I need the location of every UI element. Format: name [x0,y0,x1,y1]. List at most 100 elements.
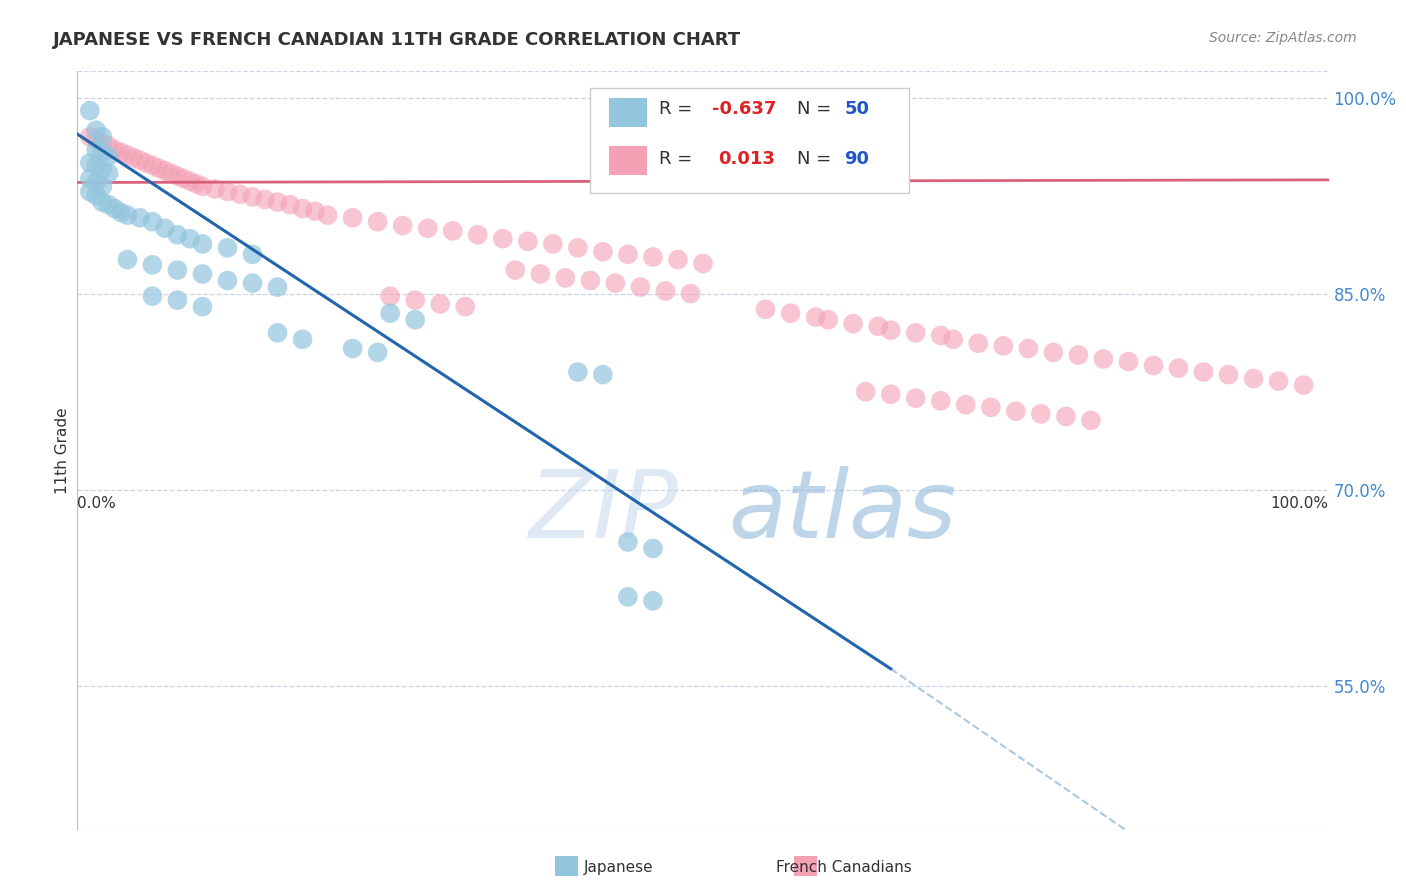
Point [1167,361,1189,376]
Point [97,197,120,211]
Point [404,293,426,307]
Point [1054,409,1077,424]
Point [91,162,114,177]
Point [160,166,183,180]
Point [929,328,952,343]
Point [842,317,865,331]
Y-axis label: 11th Grade: 11th Grade [55,407,70,494]
Text: -0.637: -0.637 [711,100,776,119]
Point [567,365,589,379]
Point [153,221,176,235]
Point [141,289,163,303]
Point [404,312,426,326]
Point [84,188,107,202]
Point [191,236,214,251]
Text: Source: ZipAtlas.com: Source: ZipAtlas.com [1209,31,1357,45]
Point [779,306,801,320]
Text: 90: 90 [845,150,869,168]
Point [1192,365,1215,379]
Point [605,276,627,290]
Bar [609,146,647,175]
Point [242,247,264,261]
Point [342,211,364,225]
Point [117,148,139,162]
Point [84,143,107,157]
Point [1080,413,1102,427]
Text: R =: R = [659,100,699,119]
Point [316,208,339,222]
Point [367,345,389,359]
Point [97,139,120,153]
Point [129,153,152,168]
Point [153,163,176,178]
Point [129,211,152,225]
Point [266,195,288,210]
Point [84,132,107,146]
Point [117,252,139,267]
Point [91,136,114,151]
Point [391,219,413,233]
Point [291,332,314,346]
Point [817,312,839,326]
Point [592,368,614,382]
Point [567,241,589,255]
Point [191,300,214,314]
Point [529,267,551,281]
Text: N =: N = [797,150,837,168]
Point [104,202,127,216]
Point [217,273,239,287]
Point [654,284,676,298]
Point [492,232,515,246]
Point [179,232,201,246]
Point [104,143,127,157]
Point [79,171,101,186]
Point [166,293,188,307]
Point [1017,342,1039,356]
Point [904,391,927,405]
Point [117,208,139,222]
Point [467,227,489,242]
Point [541,236,564,251]
Point [980,401,1002,415]
Text: 0.0%: 0.0% [77,496,117,511]
Point [516,235,538,249]
Point [641,594,664,608]
Point [242,190,264,204]
Point [91,129,114,144]
Point [441,224,464,238]
Point [868,319,890,334]
Point [1067,348,1090,362]
Point [1267,374,1289,388]
Point [641,541,664,556]
Point [641,250,664,264]
Point [217,241,239,255]
Point [367,215,389,229]
Point [378,289,402,303]
Text: 100.0%: 100.0% [1271,496,1329,511]
Point [967,336,990,351]
Point [855,384,877,399]
Point [804,310,827,325]
Point [503,263,526,277]
Point [1218,368,1240,382]
Point [173,171,195,186]
Point [166,169,188,183]
Point [110,205,132,219]
Point [617,590,640,604]
Point [110,145,132,160]
Point [692,256,714,270]
Point [229,187,252,202]
Point [754,302,776,317]
Point [955,398,977,412]
Point [148,161,170,175]
Point [1004,404,1026,418]
Point [416,221,439,235]
Point [666,252,689,267]
Point [253,193,276,207]
Point [141,215,163,229]
Point [191,267,214,281]
Point [166,227,188,242]
Point [291,202,314,216]
Point [266,326,288,340]
Point [91,195,114,210]
